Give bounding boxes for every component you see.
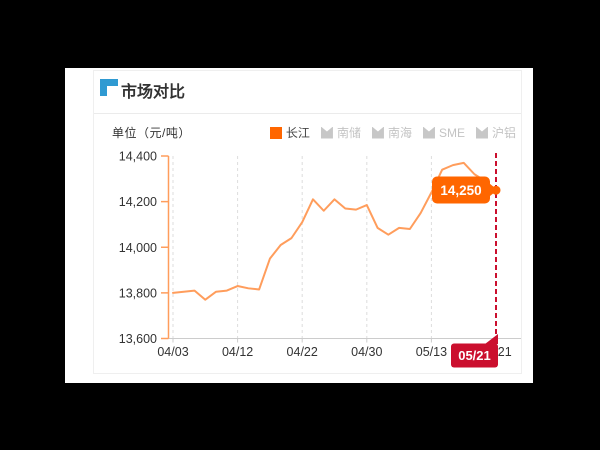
y-axis-label: 14,400 xyxy=(119,150,157,164)
series-marker-icon xyxy=(320,126,333,139)
legend-item-label: 南储 xyxy=(336,126,361,140)
pointer-badge-notch xyxy=(485,334,498,344)
legend-item-label: SME xyxy=(438,125,465,140)
legend-item-nanchu[interactable]: 南储 xyxy=(320,124,361,141)
legend-row: 单位（元/吨） 长江 南储 南海 xyxy=(112,124,516,141)
market-card: 市场对比 单位（元/吨） 长江 南储 南海 xyxy=(93,70,522,374)
value-tooltip xyxy=(432,176,490,204)
y-axis-label: 13,800 xyxy=(119,286,157,300)
series-line-changjiang[interactable] xyxy=(172,161,497,301)
y-axis-label: 14,200 xyxy=(119,195,157,209)
x-axis-label: 04/03 xyxy=(157,345,188,359)
legend-item-label: 沪铝 xyxy=(491,126,516,140)
series-marker-icon xyxy=(371,126,384,139)
chart-legend: 长江 南储 南海 SME xyxy=(269,124,516,141)
pointer-date-badge xyxy=(451,343,498,368)
tooltip-arrow xyxy=(490,184,498,196)
legend-item-hulv[interactable]: 沪铝 xyxy=(475,124,516,141)
x-axis-label: 04/22 xyxy=(287,345,318,359)
series-marker-icon xyxy=(269,126,282,139)
legend-item-label: 南海 xyxy=(387,126,412,140)
y-axis-label: 14,000 xyxy=(119,241,157,255)
legend-item-sme[interactable]: SME xyxy=(422,125,465,140)
series-marker-icon xyxy=(475,126,488,139)
series-marker-icon xyxy=(422,126,435,139)
page-title: 市场对比 xyxy=(121,84,186,101)
card-header: 市场对比 xyxy=(94,71,521,114)
legend-item-label: 长江 xyxy=(285,126,310,140)
y-axis-label: 13,600 xyxy=(119,332,157,346)
x-axis-label: 04/30 xyxy=(351,345,382,359)
tooltip-value-text: 14,250 xyxy=(440,183,481,198)
x-axis-label: 04/12 xyxy=(222,345,253,359)
legend-item-nanhai[interactable]: 南海 xyxy=(371,124,412,141)
pointer-date-text: 05/21 xyxy=(458,348,491,363)
x-axis-label: 05/13 xyxy=(416,345,447,359)
corner-bracket-icon xyxy=(100,79,118,96)
market-chart[interactable]: 04/03 04/12 04/22 04/30 05/13 05/21 14,400 14,2… xyxy=(94,113,526,376)
legend-item-changjiang[interactable]: 长江 xyxy=(269,124,310,141)
market-panel: 市场对比 单位（元/吨） 长江 南储 南海 xyxy=(65,68,533,383)
unit-label: 单位（元/吨） xyxy=(112,126,191,140)
